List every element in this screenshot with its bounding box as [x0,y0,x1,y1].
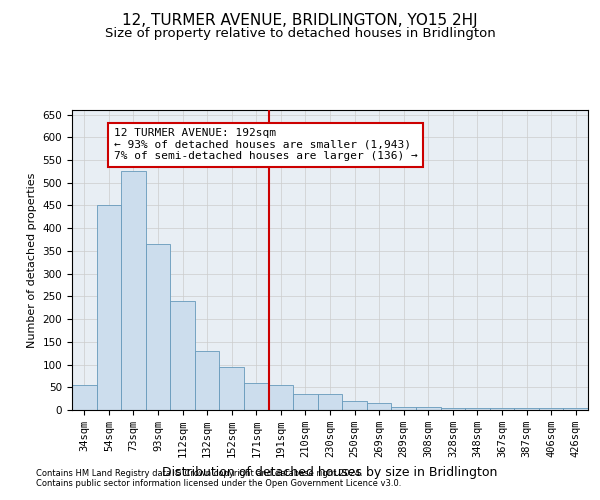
Bar [514,408,539,410]
Bar [293,394,318,410]
Text: 12 TURMER AVENUE: 192sqm
← 93% of detached houses are smaller (1,943)
7% of semi: 12 TURMER AVENUE: 192sqm ← 93% of detach… [114,128,418,162]
Bar [416,407,440,410]
Bar [318,394,342,410]
Text: 12, TURMER AVENUE, BRIDLINGTON, YO15 2HJ: 12, TURMER AVENUE, BRIDLINGTON, YO15 2HJ [122,12,478,28]
Bar [367,403,391,410]
Bar [465,408,490,410]
Bar [440,408,465,410]
Bar [220,367,244,410]
Bar [269,385,293,410]
Bar [170,301,195,410]
X-axis label: Distribution of detached houses by size in Bridlington: Distribution of detached houses by size … [163,466,497,478]
Bar [195,351,220,410]
Bar [97,206,121,410]
Bar [244,382,269,410]
Bar [72,385,97,410]
Bar [563,408,588,410]
Y-axis label: Number of detached properties: Number of detached properties [27,172,37,348]
Text: Contains public sector information licensed under the Open Government Licence v3: Contains public sector information licen… [36,478,401,488]
Bar [490,408,514,410]
Bar [146,244,170,410]
Bar [391,407,416,410]
Text: Size of property relative to detached houses in Bridlington: Size of property relative to detached ho… [104,28,496,40]
Bar [539,408,563,410]
Text: Contains HM Land Registry data © Crown copyright and database right 2024.: Contains HM Land Registry data © Crown c… [36,468,362,477]
Bar [342,401,367,410]
Bar [121,172,146,410]
